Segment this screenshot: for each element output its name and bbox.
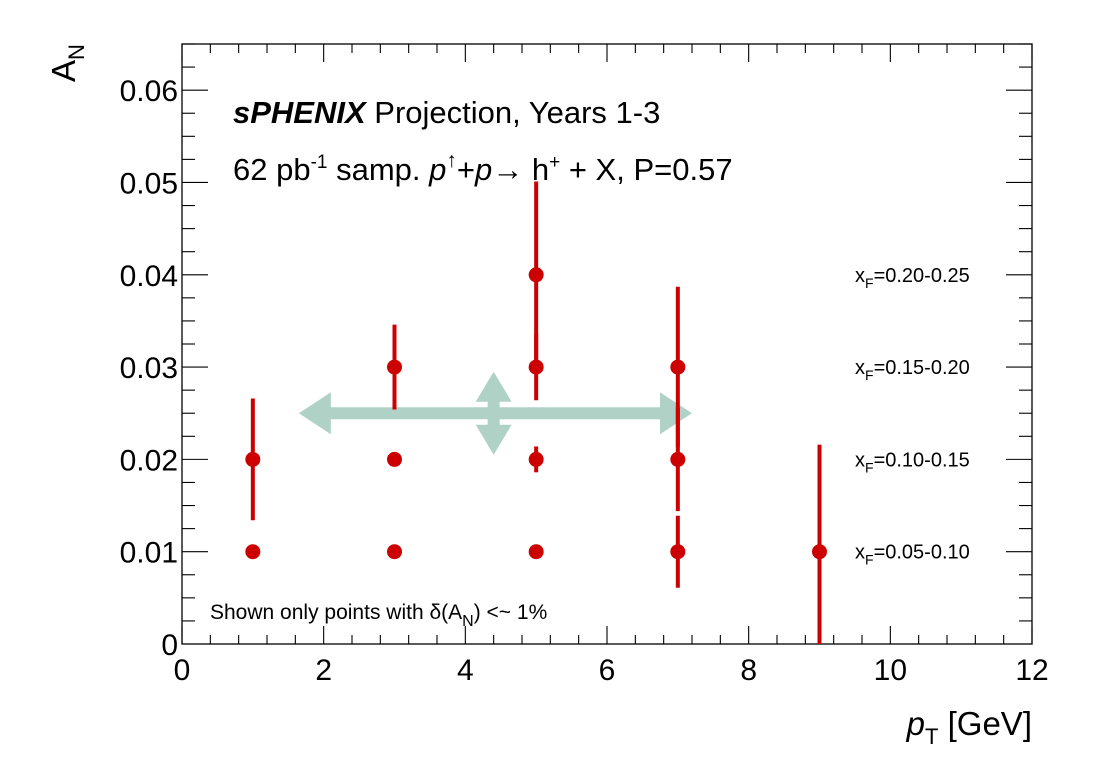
xf-bin-label-range: =0.15-0.20 bbox=[874, 357, 970, 379]
xf-bin-label-range: =0.05-0.10 bbox=[874, 542, 970, 564]
data-point bbox=[670, 451, 686, 467]
xf-bin-label-sub: F bbox=[865, 275, 874, 291]
subtitle-lumi-exponent: -1 bbox=[311, 152, 328, 173]
subtitle-plus: + bbox=[457, 152, 475, 187]
xf-bin-label-sub: F bbox=[865, 552, 874, 568]
data-point bbox=[812, 544, 827, 560]
x-tick-label: 4 bbox=[457, 654, 474, 687]
data-points bbox=[245, 267, 827, 560]
xf-bin-label: xF=0.10-0.15 bbox=[855, 449, 970, 475]
x-tick-label: 12 bbox=[1015, 654, 1048, 687]
y-tick-label: 0.04 bbox=[120, 260, 178, 293]
data-point bbox=[528, 359, 544, 375]
xf-bin-label-pre: x bbox=[855, 542, 865, 564]
chart-subtitle: 62 pb-1 samp. p↑+p→ h+ + X, P=0.57 bbox=[233, 149, 733, 187]
data-point bbox=[387, 544, 402, 560]
xf-bin-label-pre: x bbox=[855, 357, 865, 379]
vertical-arrow-head-down bbox=[475, 424, 512, 455]
subtitle-target: p bbox=[474, 152, 492, 187]
xf-bin-label: xF=0.15-0.20 bbox=[855, 357, 970, 383]
data-point bbox=[528, 544, 544, 560]
note-pre: Shown only points with δ(A bbox=[210, 601, 462, 624]
x-tick-label: 10 bbox=[874, 654, 907, 687]
data-point bbox=[528, 451, 544, 467]
xf-bin-label: xF=0.20-0.25 bbox=[855, 265, 970, 291]
y-tick-label: 0.01 bbox=[120, 537, 178, 570]
data-point bbox=[670, 359, 686, 375]
selection-note: Shown only points with δ(AN) <~ 1% bbox=[210, 601, 547, 630]
chart-title: sPHENIX Projection, Years 1-3 bbox=[233, 95, 660, 130]
y-tick-label: 0.05 bbox=[120, 167, 178, 200]
note-sub: N bbox=[462, 613, 474, 630]
x-axis-title-unit: [GeV] bbox=[938, 705, 1032, 742]
axis-tick-labels: 0 2 4 6 8 10 12 0 0.01 0.02 0.03 0.04 0.05 0.06 bbox=[120, 75, 1049, 687]
vertical-arrow-head-up bbox=[475, 371, 512, 402]
subtitle-lumi: 62 pb bbox=[233, 152, 311, 187]
xf-bin-label-sub: F bbox=[865, 459, 874, 475]
data-point bbox=[528, 267, 544, 283]
x-tick-label: 6 bbox=[599, 654, 616, 687]
y-axis-title: AN bbox=[45, 44, 89, 82]
horizontal-arrow-head-left bbox=[298, 392, 331, 435]
subtitle-spin-arrow: ↑ bbox=[446, 149, 457, 172]
title-rest: Projection, Years 1-3 bbox=[366, 95, 661, 130]
subtitle-samp: samp. bbox=[327, 152, 429, 187]
y-axis-title-sub: N bbox=[64, 44, 89, 60]
y-tick-label: 0.03 bbox=[120, 352, 178, 385]
title-brand: sPHENIX bbox=[233, 95, 368, 130]
xf-bin-label-pre: x bbox=[855, 265, 865, 287]
xf-bin-label-sub: F bbox=[865, 367, 874, 383]
data-point bbox=[670, 544, 686, 560]
data-point bbox=[245, 451, 261, 467]
subtitle-rest: + X, P=0.57 bbox=[560, 152, 732, 187]
y-tick-label: 0 bbox=[161, 629, 178, 662]
y-tick-label: 0.06 bbox=[120, 75, 178, 108]
subtitle-hadron-charge: + bbox=[549, 152, 560, 173]
data-point bbox=[387, 451, 402, 467]
x-tick-label: 2 bbox=[315, 654, 332, 687]
x-tick-label: 0 bbox=[174, 654, 191, 687]
subtitle-beam: p bbox=[428, 152, 446, 187]
subtitle-reaction-arrow: → bbox=[492, 152, 523, 187]
y-tick-label: 0.02 bbox=[120, 444, 178, 477]
data-point bbox=[387, 359, 402, 375]
x-axis-title-sub: T bbox=[925, 724, 938, 749]
data-point bbox=[245, 544, 261, 560]
x-axis-title: pT [GeV] bbox=[906, 705, 1032, 749]
xf-bin-label: xF=0.05-0.10 bbox=[855, 542, 970, 568]
x-axis-title-main: p bbox=[906, 705, 925, 742]
xf-bin-labels: xF=0.05-0.10xF=0.10-0.15xF=0.15-0.20xF=0… bbox=[855, 265, 970, 568]
note-post: ) <~ 1% bbox=[474, 601, 548, 624]
axis-ticks bbox=[181, 43, 1033, 645]
xf-bin-label-range: =0.20-0.25 bbox=[874, 265, 970, 287]
x-tick-label: 8 bbox=[740, 654, 757, 687]
xf-bin-label-pre: x bbox=[855, 449, 865, 471]
subtitle-hadron: h bbox=[523, 152, 549, 187]
y-axis-title-main: A bbox=[45, 60, 82, 82]
xf-bin-label-range: =0.10-0.15 bbox=[874, 449, 970, 471]
